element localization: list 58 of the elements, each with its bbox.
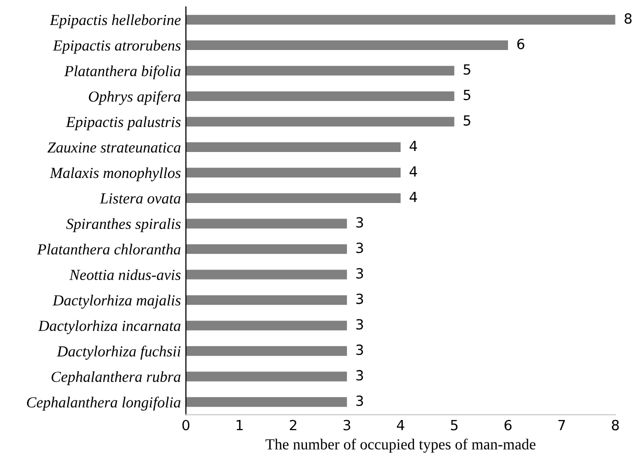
- bar: [186, 193, 401, 203]
- x-tick-label: 6: [504, 420, 512, 430]
- y-tick-label: Dactylorhiza fuchsii: [56, 346, 181, 360]
- bar: [186, 346, 347, 356]
- bar: [186, 397, 347, 407]
- bar: [186, 270, 347, 280]
- y-tick-label: Dactylorhiza incarnata: [38, 320, 180, 334]
- data-label: 5: [464, 115, 470, 126]
- data-label: 8: [624, 13, 632, 24]
- bar: [186, 40, 508, 50]
- data-label: 5: [464, 90, 470, 100]
- x-tick-label: 8: [612, 420, 619, 430]
- x-tick-label: 0: [182, 420, 190, 430]
- bar: [186, 14, 616, 25]
- x-tick-label: 3: [344, 420, 350, 430]
- data-label: 4: [410, 192, 418, 202]
- y-tick-label: Platanthera bifolia: [64, 65, 180, 80]
- data-label: 3: [356, 344, 363, 356]
- data-label: 3: [356, 217, 363, 228]
- bar: [186, 168, 401, 178]
- y-tick-label: Epipactis atrorubens: [52, 40, 181, 54]
- y-tick-label: Platanthera chlorantha: [37, 244, 180, 255]
- y-tick-label: Ophrys apifera: [88, 90, 180, 105]
- y-tick-label: Zauxine strateunatica: [48, 142, 180, 153]
- y-tick-label: Dactylorhiza majalis: [52, 294, 181, 309]
- bar: [186, 91, 454, 102]
- data-label: 4: [410, 140, 418, 151]
- data-label: 3: [356, 268, 363, 279]
- y-tick-label: Epipactis palustris: [66, 116, 181, 130]
- data-label: 3: [356, 370, 363, 381]
- y-tick-label: Neottia nidus-avis: [69, 269, 181, 280]
- data-label: 3: [356, 319, 363, 330]
- y-tick-label: Cephalanthera longifolia: [26, 396, 180, 411]
- bar: [186, 142, 401, 152]
- data-label: 3: [356, 396, 363, 406]
- bar: [186, 116, 454, 127]
- data-label: 6: [517, 38, 524, 50]
- bar: [186, 295, 347, 305]
- x-axis-title: The number of occupied types of man-made: [266, 438, 536, 453]
- data-label: 3: [356, 242, 363, 254]
- data-label: 5: [464, 64, 470, 75]
- bar: [186, 320, 347, 330]
- bar: [186, 66, 454, 76]
- bar: [186, 218, 347, 228]
- bar: [186, 372, 347, 382]
- x-tick-label: 7: [558, 420, 565, 430]
- data-label: 3: [356, 294, 363, 304]
- x-tick-label: 4: [396, 420, 404, 430]
- y-tick-label: Cephalanthera rubra: [52, 371, 180, 386]
- x-tick-label: 5: [450, 420, 458, 430]
- y-tick-label: Malaxis monophyllos: [50, 167, 181, 182]
- y-tick-label: Spiranthes spiralis: [66, 218, 181, 232]
- y-tick-label: Listera ovata: [100, 193, 180, 204]
- y-tick-label: Epipactis helleborine: [50, 14, 181, 28]
- x-tick-label: 2: [290, 420, 296, 430]
- x-tick-label: 1: [236, 420, 243, 430]
- data-label: 4: [410, 166, 418, 176]
- bar: [186, 244, 347, 254]
